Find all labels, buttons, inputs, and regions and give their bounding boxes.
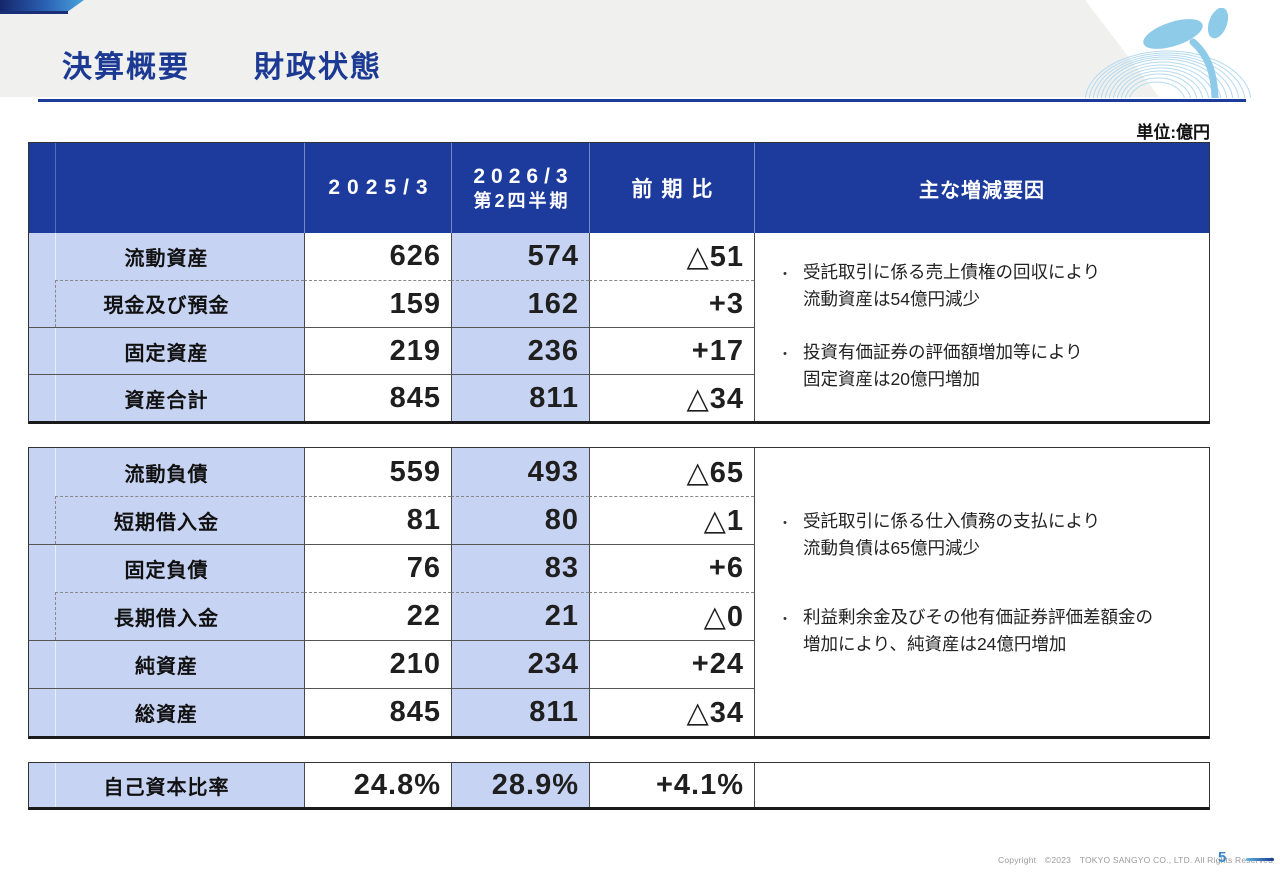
current-value-cell: 80 xyxy=(451,496,589,544)
row-label: 総資産 xyxy=(29,688,304,736)
current-value-cell: 493 xyxy=(451,448,589,496)
bullet-icon: ・ xyxy=(778,611,792,628)
current-value-cell: 162 xyxy=(451,280,589,327)
note-text: 受託取引に係る仕入債務の支払により 流動負債は65億円減少 xyxy=(803,508,1100,562)
corner-ribbon-icon xyxy=(0,0,90,16)
prev-value-cell: 210 xyxy=(304,640,451,688)
change-value-cell: +6 xyxy=(589,544,754,592)
change-value-cell: △34 xyxy=(589,688,754,736)
current-period-line1: 2026/3 xyxy=(473,164,574,188)
assets-table: 2025/3 2026/3 第2四半期 前期比 主な増減要因 流動資産 626 … xyxy=(28,142,1210,424)
sprout-logo-icon xyxy=(1085,8,1252,98)
change-value-cell: △0 xyxy=(589,592,754,640)
header-cell-change: 前期比 xyxy=(589,143,754,233)
current-value-cell: 234 xyxy=(451,640,589,688)
change-value-cell: △1 xyxy=(589,496,754,544)
current-period-line2: 第2四半期 xyxy=(473,190,571,211)
equity-ratio-table: 自己資本比率 24.8% 28.9% +4.1% xyxy=(28,762,1210,810)
current-value-cell: 21 xyxy=(451,592,589,640)
change-value-cell: +17 xyxy=(589,327,754,374)
prev-value-cell: 626 xyxy=(304,233,451,280)
row-label: 長期借入金 xyxy=(29,592,304,640)
row-label: 自己資本比率 xyxy=(29,763,304,807)
change-value-cell: +3 xyxy=(589,280,754,327)
copyright-text: Copyright ©2023 TOKYO SANGYO CO., LTD. A… xyxy=(998,855,1274,865)
current-value-cell: 811 xyxy=(451,374,589,421)
page-title: 決算概要 財政状態 xyxy=(62,51,382,84)
liabilities-table: 流動負債 559 493 △65 短期借入金 81 80 △1 固定負債 76 … xyxy=(28,447,1210,739)
current-value-cell: 28.9% xyxy=(451,763,589,807)
current-value-cell: 83 xyxy=(451,544,589,592)
note-text: 投資有価証券の評価額増加等により 固定資産は20億円増加 xyxy=(803,339,1083,393)
prev-value-cell: 159 xyxy=(304,280,451,327)
row-label: 資産合計 xyxy=(29,374,304,421)
header-cell-blank xyxy=(29,143,304,233)
note-line: 流動資産は54億円減少 xyxy=(803,289,980,310)
current-value-cell: 574 xyxy=(451,233,589,280)
change-value-cell: △65 xyxy=(589,448,754,496)
row-label: 現金及び預金 xyxy=(29,280,304,327)
prev-value-cell: 559 xyxy=(304,448,451,496)
row-label: 短期借入金 xyxy=(29,496,304,544)
prev-value-cell: 219 xyxy=(304,327,451,374)
note-line: 増加により、純資産は24億円増加 xyxy=(803,634,1067,655)
prev-value-cell: 24.8% xyxy=(304,763,451,807)
note-line: 投資有価証券の評価額増加等により xyxy=(803,342,1083,363)
note-line: 受託取引に係る仕入債務の支払により xyxy=(803,511,1101,531)
note-item: ・ 受託取引に係る仕入債務の支払により 流動負債は65億円減少 xyxy=(767,508,1201,562)
header-cell-prev-period: 2025/3 xyxy=(304,143,451,233)
unit-label: 単位:億円 xyxy=(1136,123,1210,142)
header-cell-factors: 主な増減要因 xyxy=(754,143,1209,233)
row-label: 流動負債 xyxy=(29,448,304,496)
note-line: 固定資産は20億円増加 xyxy=(803,369,980,390)
ribbon-gradient-shape xyxy=(0,0,84,12)
bullet-icon: ・ xyxy=(778,266,792,282)
change-value-cell: +24 xyxy=(589,640,754,688)
prev-value-cell: 81 xyxy=(304,496,451,544)
header-cell-current-period: 2026/3 第2四半期 xyxy=(451,143,589,233)
note-item: ・ 投資有価証券の評価額増加等により 固定資産は20億円増加 xyxy=(767,339,1201,393)
current-value-cell: 811 xyxy=(451,688,589,736)
current-value-cell: 236 xyxy=(451,327,589,374)
note-item: ・ 受託取引に係る売上債権の回収により 流動資産は54億円減少 xyxy=(767,259,1201,313)
prev-value-cell: 845 xyxy=(304,374,451,421)
note-line: 流動負債は65億円減少 xyxy=(803,538,980,559)
prev-value-cell: 845 xyxy=(304,688,451,736)
ribbon-underline-shape xyxy=(0,11,68,14)
row-label: 純資産 xyxy=(29,640,304,688)
note-line: 利益剰余金及びその他有価証券評価差額金の xyxy=(803,607,1153,628)
prev-value-cell: 22 xyxy=(304,592,451,640)
prev-value-cell: 76 xyxy=(304,544,451,592)
notes-cell: ・ 受託取引に係る売上債権の回収により 流動資産は54億円減少 ・ 投資有価証券… xyxy=(754,233,1209,421)
note-item: ・ 利益剰余金及びその他有価証券評価差額金の 増加により、純資産は24億円増加 xyxy=(767,604,1201,658)
note-line: 受託取引に係る売上債権の回収により xyxy=(803,262,1101,282)
change-value-cell: △34 xyxy=(589,374,754,421)
note-text: 利益剰余金及びその他有価証券評価差額金の 増加により、純資産は24億円増加 xyxy=(803,604,1153,658)
header-band xyxy=(0,0,1280,97)
notes-cell: ・ 受託取引に係る仕入債務の支払により 流動負債は65億円減少 ・ 利益剰余金及… xyxy=(754,448,1209,736)
title-underline xyxy=(38,99,1246,102)
row-label: 流動資産 xyxy=(29,233,304,280)
row-label: 固定資産 xyxy=(29,327,304,374)
bullet-icon: ・ xyxy=(778,515,792,531)
row-label: 固定負債 xyxy=(29,544,304,592)
footer-accent-line xyxy=(1246,858,1274,861)
bullet-icon: ・ xyxy=(778,346,792,363)
change-value-cell: +4.1% xyxy=(589,763,754,807)
note-text: 受託取引に係る売上債権の回収により 流動資産は54億円減少 xyxy=(803,259,1100,313)
notes-cell-empty xyxy=(754,763,1209,807)
page-number: 5 xyxy=(1218,849,1227,866)
change-value-cell: △51 xyxy=(589,233,754,280)
